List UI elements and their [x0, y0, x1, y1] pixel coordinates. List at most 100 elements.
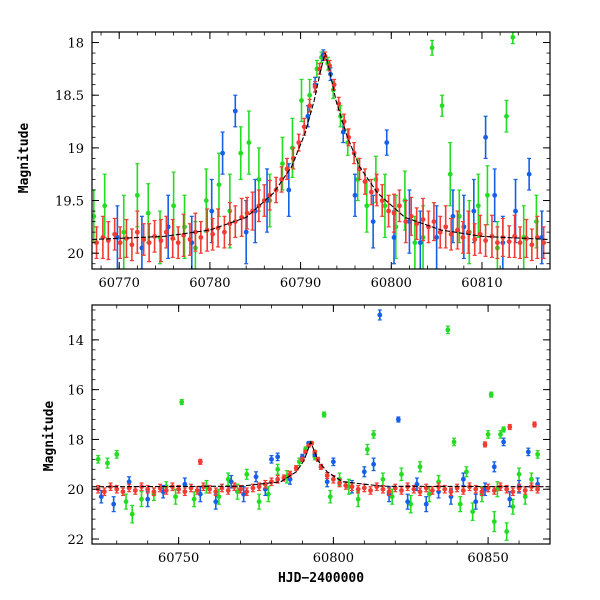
- bottom-data-point: [532, 421, 537, 428]
- top-data-point: [417, 210, 423, 269]
- bottom-data-point: [392, 483, 398, 493]
- bottom-data-point: [516, 467, 522, 482]
- top-data-point: [198, 221, 204, 254]
- bottom-data-point: [253, 471, 259, 483]
- bottom-data-point: [95, 484, 101, 494]
- bottom-data-point: [417, 487, 423, 497]
- top-data-point: [220, 131, 225, 175]
- bottom-data-point: [504, 522, 510, 541]
- bottom-data-point: [448, 487, 454, 497]
- top-plot-area: 60770 60780 60790 60800 60810 18 18.5 19 19.5 20: [55, 31, 550, 291]
- bottom-data-point: [380, 484, 386, 494]
- bottom-data-point: [436, 482, 441, 492]
- bottom-data-point: [361, 483, 367, 493]
- bottom-data-point: [349, 482, 355, 492]
- top-data-point: [448, 217, 454, 251]
- top-data-point: [261, 184, 267, 217]
- bottom-data-point: [445, 325, 451, 335]
- bottom-data-point: [275, 463, 281, 475]
- top-data-point: [403, 199, 409, 244]
- top-data-point: [163, 215, 169, 249]
- top-data-point: [181, 213, 187, 257]
- bottom-series-2: [95, 421, 541, 497]
- top-y-tick-label: 18.5: [55, 89, 84, 104]
- bottom-data-point: [330, 474, 336, 484]
- top-panel: Magnitude 60770 60780 60790 60800 60810 18 18.…: [17, 31, 551, 291]
- bottom-data-point: [191, 491, 197, 508]
- top-data-point: [105, 221, 111, 261]
- bottom-data-point: [101, 487, 107, 497]
- top-x-tick-label: 60770: [99, 276, 140, 291]
- top-data-point: [443, 205, 449, 249]
- top-y-axis-label: Magnitude: [17, 123, 32, 194]
- bottom-data-point: [213, 493, 219, 510]
- bottom-data-point: [501, 426, 506, 433]
- top-data-point: [279, 166, 284, 193]
- top-data-point: [152, 219, 157, 253]
- bottom-data-point: [235, 483, 240, 500]
- top-data-point: [431, 202, 437, 242]
- bottom-data-point: [395, 416, 401, 423]
- bottom-data-point: [460, 472, 466, 487]
- top-y-tick-label: 20: [67, 247, 84, 262]
- top-data-point: [317, 62, 323, 75]
- top-data-point: [384, 129, 390, 156]
- bottom-data-point: [179, 399, 185, 406]
- top-data-point: [175, 226, 181, 260]
- top-data-point: [256, 189, 262, 223]
- top-data-point: [510, 32, 516, 45]
- bottom-x-tick-label: 60800: [313, 551, 354, 566]
- bottom-data-point: [380, 472, 386, 487]
- bottom-y-tick-label: 14: [67, 334, 84, 349]
- bottom-data-point: [327, 489, 333, 504]
- bottom-data-point: [188, 483, 194, 493]
- bottom-data-point: [250, 483, 256, 493]
- top-data-point: [124, 218, 129, 259]
- bottom-data-point: [219, 483, 225, 493]
- top-data-point: [485, 165, 490, 226]
- bottom-data-point: [464, 466, 469, 478]
- top-data-point: [222, 215, 227, 249]
- bottom-data-point: [269, 455, 274, 464]
- top-data-point: [134, 210, 140, 254]
- bottom-data-point: [238, 484, 243, 494]
- top-data-point: [296, 133, 302, 152]
- top-data-point: [301, 117, 307, 136]
- bottom-data-point: [244, 468, 250, 480]
- top-data-point: [146, 223, 152, 263]
- bottom-data-point: [491, 511, 497, 533]
- top-data-point: [526, 157, 532, 191]
- top-series-0: [92, 32, 539, 269]
- bottom-x-tick-label: 60750: [158, 551, 199, 566]
- bottom-data-point: [365, 443, 370, 455]
- bottom-data-point: [129, 504, 135, 524]
- bottom-data-point: [417, 461, 423, 473]
- bottom-data-point: [368, 486, 373, 495]
- bottom-data-point: [529, 482, 534, 492]
- bottom-data-point: [482, 441, 488, 448]
- top-data-point: [216, 152, 222, 217]
- top-data-point: [483, 115, 489, 159]
- top-data-point: [477, 214, 483, 254]
- top-data-point: [238, 126, 244, 181]
- bottom-data-point: [485, 430, 491, 439]
- top-data-point: [434, 205, 440, 269]
- bottom-data-point: [355, 491, 361, 508]
- bottom-data-point: [488, 391, 494, 398]
- top-data-point: [529, 228, 535, 262]
- bottom-data-point: [371, 457, 377, 472]
- top-data-point: [472, 223, 478, 256]
- top-data-point: [239, 197, 245, 237]
- bottom-data-point: [269, 477, 274, 487]
- bottom-data-point: [173, 488, 178, 505]
- bottom-data-point: [126, 483, 132, 493]
- bottom-panel: Magnitude 60750 60800 60850 14 16 18 20 22 HJD−…: [42, 304, 551, 586]
- top-data-point: [299, 78, 304, 123]
- top-data-point: [447, 142, 453, 207]
- top-data-point: [352, 173, 358, 217]
- bottom-data-point: [361, 466, 367, 478]
- bottom-data-point: [95, 455, 101, 464]
- top-data-point: [141, 223, 147, 256]
- bottom-y-tick-label: 16: [67, 384, 84, 399]
- top-data-point: [370, 194, 376, 249]
